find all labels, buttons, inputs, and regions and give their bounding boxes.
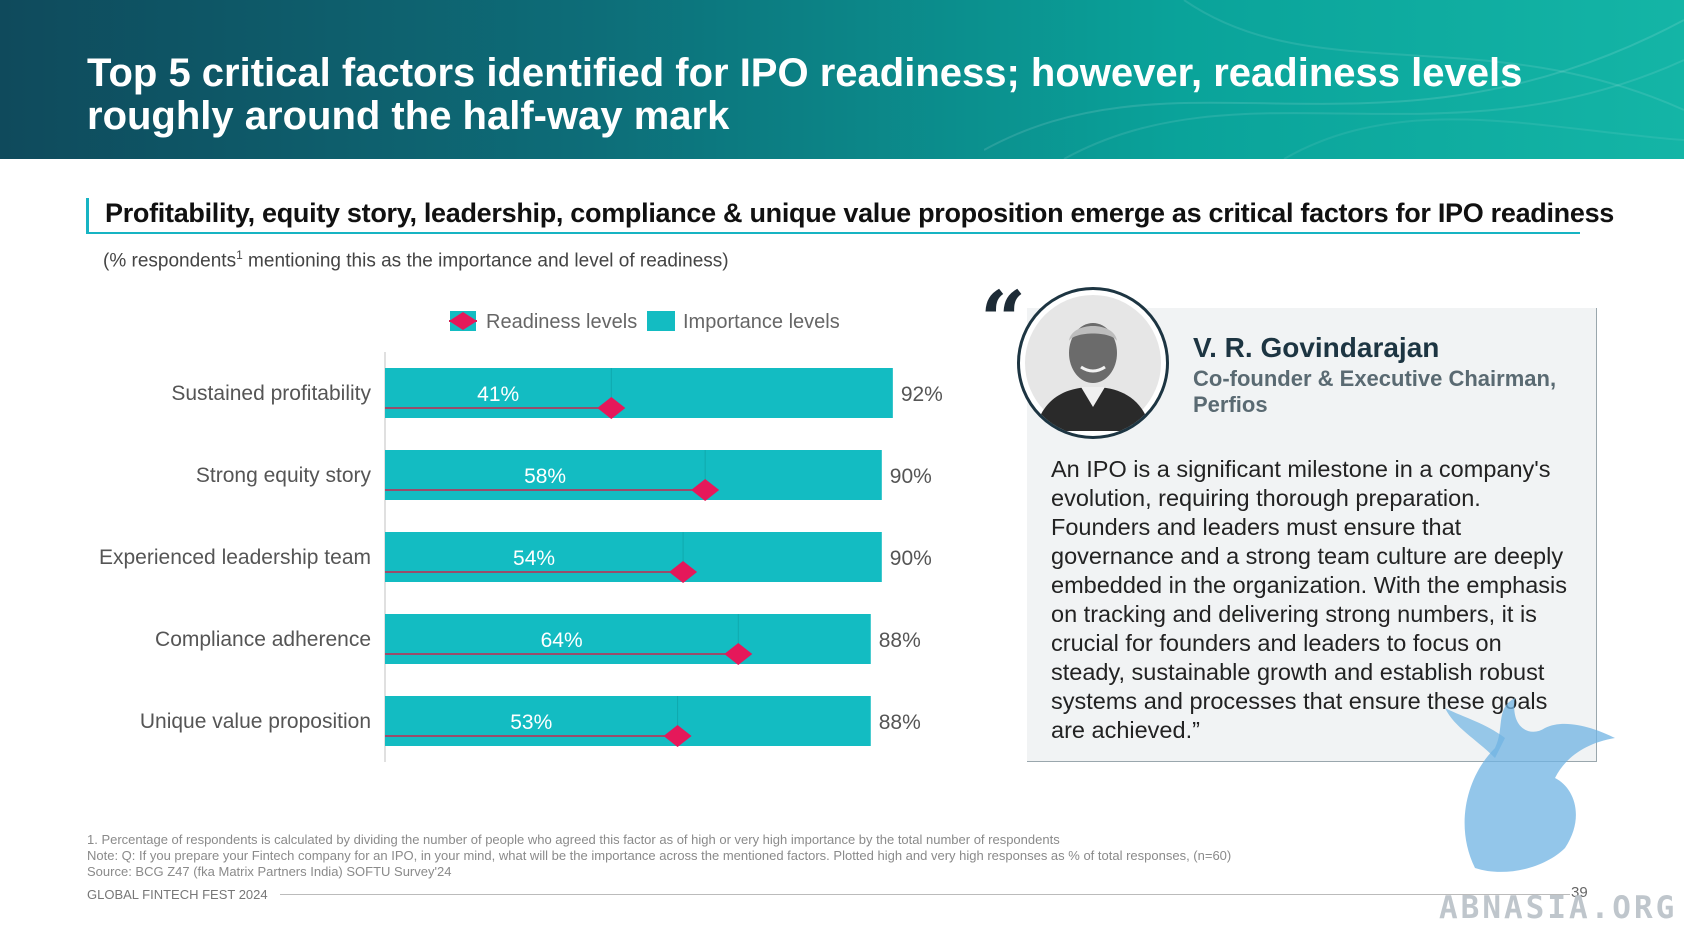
subtitle-text: Profitability, equity story, leadership,… [105, 198, 1615, 228]
readiness-data-label: 64% [541, 629, 583, 652]
legend-readiness-label: Readiness levels [486, 311, 637, 333]
chart-note-rest: mentioning this as the importance and le… [242, 250, 729, 272]
legend-importance-label: Importance levels [683, 311, 840, 333]
quote-text: An IPO is a significant milestone in a c… [1051, 456, 1568, 743]
readiness-diamond [669, 561, 698, 583]
importance-data-label: 90% [890, 547, 932, 570]
legend-readiness-diamond [449, 312, 477, 330]
footnote-source: Source: BCG Z47 (fka Matrix Partners Ind… [87, 864, 452, 879]
footnotes: 1. Percentage of respondents is calculat… [87, 832, 1231, 880]
header-banner: Top 5 critical factors identified for IP… [0, 0, 1684, 159]
chart-note-text: (% respondents [103, 250, 237, 272]
importance-bar [385, 368, 893, 418]
avatar [1017, 287, 1169, 439]
chart-note: (% respondents1 mentioning this as the i… [103, 248, 729, 272]
legend-importance-swatch [647, 311, 675, 331]
readiness-importance-chart: Readiness levels Importance levels Sustain… [99, 311, 943, 762]
category-label: Sustained profitability [171, 382, 371, 405]
chart-note-sup: 1 [236, 248, 243, 262]
category-label: Experienced leadership team [99, 546, 371, 569]
category-label: Unique value proposition [140, 710, 371, 733]
footnote-1: 1. Percentage of respondents is calculat… [87, 832, 1060, 847]
page-title: Top 5 critical factors identified for IP… [87, 51, 1523, 138]
footer-label: GLOBAL FINTECH FEST 2024 [87, 887, 268, 902]
griffin-watermark-icon [1445, 698, 1615, 872]
footer-divider [280, 894, 1570, 895]
readiness-diamond [663, 725, 692, 747]
section-subtitle: Profitability, equity story, leadership,… [86, 198, 1614, 234]
readiness-data-label: 58% [524, 465, 566, 488]
importance-data-label: 92% [901, 383, 943, 406]
importance-bar [385, 532, 882, 582]
readiness-diamond [724, 643, 753, 665]
footnote-note: Note: Q: If you prepare your Fintech com… [87, 848, 1232, 863]
importance-data-label: 90% [890, 465, 932, 488]
importance-data-label: 88% [879, 711, 921, 734]
category-label: Compliance adherence [155, 628, 371, 651]
page-number: 39 [1571, 884, 1588, 901]
readiness-data-label: 54% [513, 547, 555, 570]
importance-bar [385, 614, 871, 664]
wave-decoration [984, 0, 1684, 159]
person-role: Co-founder & Executive Chairman, Perfios [1193, 366, 1557, 417]
category-label: Strong equity story [196, 464, 372, 487]
person-portrait-icon [1025, 295, 1161, 431]
readiness-diamond [597, 397, 626, 419]
readiness-diamond [691, 479, 720, 501]
importance-bar [385, 450, 882, 500]
readiness-data-label: 41% [477, 383, 519, 406]
person-name: V. R. Govindarajan [1193, 332, 1440, 363]
importance-data-label: 88% [879, 629, 921, 652]
readiness-data-label: 53% [510, 711, 552, 734]
importance-bar [385, 696, 871, 746]
watermark-text: ABNASIA.ORG [1439, 890, 1678, 926]
